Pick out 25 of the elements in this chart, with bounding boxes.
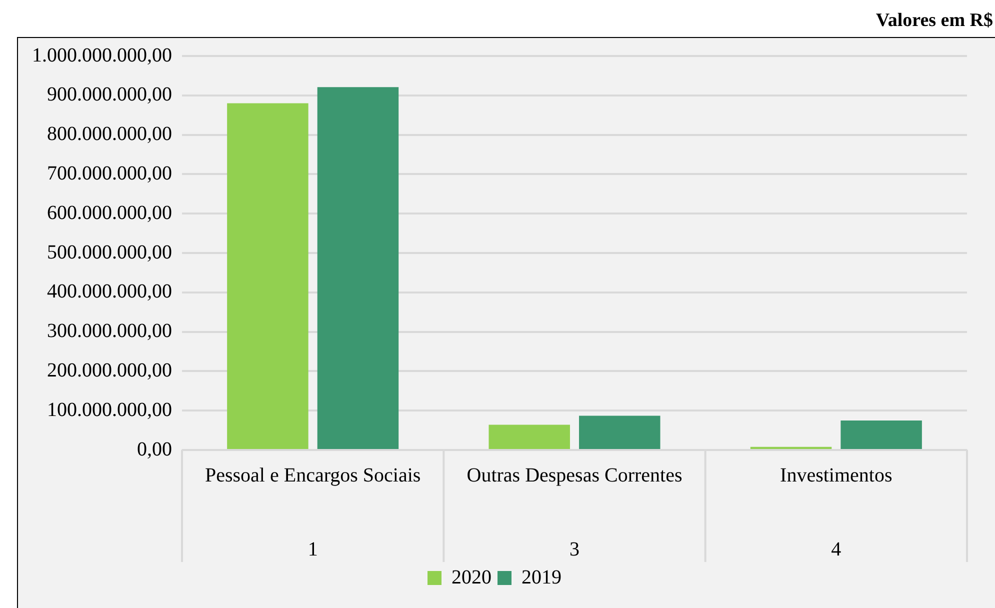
legend-label: 2020 — [452, 566, 492, 588]
y-tick-label: 400.000.000,00 — [47, 280, 172, 303]
y-tick-label: 200.000.000,00 — [47, 359, 172, 382]
y-tick-label: 0,00 — [137, 438, 172, 460]
text: 4 — [831, 538, 842, 560]
bar — [317, 87, 399, 449]
y-tick-label: 800.000.000,00 — [47, 123, 172, 146]
x-tick-label: Pessoal e Encargos Sociais — [204, 464, 421, 486]
y-tick-label: 1.000.000.000,00 — [32, 44, 172, 66]
text: 3 — [570, 538, 580, 560]
x-tick-label: Outras Despesas Correntes — [466, 464, 682, 486]
legend-label: 2019 — [522, 566, 562, 588]
chart-title: Valores em R$ — [876, 10, 993, 32]
y-tick-label: 900.000.000,00 — [47, 84, 172, 106]
y-tick-label: 100.000.000,00 — [47, 398, 172, 421]
bar — [488, 424, 570, 449]
y-tick-label: 500.000.000,00 — [47, 241, 172, 264]
x-tick-label: Investimentos — [780, 464, 892, 486]
bar — [840, 420, 922, 449]
text: 1 — [308, 538, 318, 560]
bar — [227, 103, 308, 449]
y-tick-label: 600.000.000,00 — [47, 202, 172, 224]
bar — [579, 416, 660, 449]
y-tick-label: 700.000.000,00 — [47, 162, 172, 184]
y-tick-label: 300.000.000,00 — [47, 320, 172, 342]
